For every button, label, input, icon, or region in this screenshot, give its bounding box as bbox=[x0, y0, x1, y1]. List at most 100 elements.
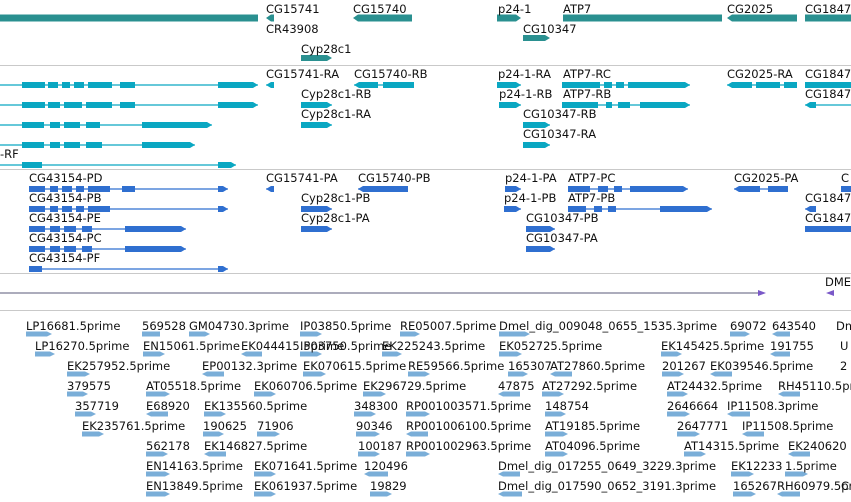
est-label[interactable]: AT27292.5prime bbox=[542, 379, 638, 393]
cds-model[interactable] bbox=[29, 206, 228, 212]
est-glyph[interactable] bbox=[146, 391, 170, 397]
feature-label[interactable]: CG2025-RA bbox=[727, 67, 793, 81]
feature-label[interactable]: ATP7-RB bbox=[563, 87, 612, 101]
est-label[interactable]: GM04730.3prime bbox=[189, 319, 289, 333]
exon-block[interactable] bbox=[562, 102, 598, 108]
cds-model[interactable] bbox=[301, 226, 332, 232]
exon-block[interactable] bbox=[86, 102, 112, 108]
exon-block[interactable] bbox=[50, 122, 60, 128]
exon-block[interactable] bbox=[86, 122, 100, 128]
est-glyph[interactable] bbox=[35, 351, 55, 357]
exon-block[interactable] bbox=[218, 82, 258, 88]
transcript-model[interactable] bbox=[805, 82, 851, 88]
exon-block[interactable] bbox=[594, 206, 602, 212]
exon-block[interactable] bbox=[562, 82, 600, 88]
est-glyph[interactable] bbox=[785, 471, 808, 477]
est-label[interactable]: AT14315.5prime bbox=[684, 439, 780, 453]
est-label[interactable]: Dmel_dig_017590_0652_3191.3prime bbox=[498, 479, 717, 493]
est-label[interactable]: EK061937.5prime bbox=[254, 479, 358, 493]
transcript-model[interactable] bbox=[354, 82, 414, 88]
feature-label[interactable]: CG43154-PE bbox=[29, 211, 101, 225]
exon-block[interactable] bbox=[523, 142, 550, 148]
feature-label[interactable]: p24-1-RB bbox=[499, 87, 553, 101]
est-label[interactable]: RH60979.5prime bbox=[777, 479, 851, 493]
cds-model[interactable] bbox=[358, 186, 408, 192]
est-glyph[interactable] bbox=[542, 391, 564, 397]
exon-block[interactable] bbox=[628, 82, 690, 88]
exon-block[interactable] bbox=[62, 82, 70, 88]
feature-label[interactable]: p24-1-PA bbox=[505, 171, 557, 185]
exon-block[interactable] bbox=[805, 102, 816, 108]
est-label[interactable]: AT04096.5prime bbox=[545, 439, 641, 453]
cds-model[interactable] bbox=[29, 186, 228, 192]
exon-block[interactable] bbox=[125, 246, 186, 252]
est-label[interactable]: 348300 bbox=[354, 399, 398, 413]
transcript-model[interactable] bbox=[0, 162, 236, 168]
cds-model[interactable] bbox=[526, 226, 555, 232]
exon-block[interactable] bbox=[29, 246, 45, 252]
est-label[interactable]: 47875 bbox=[498, 379, 535, 393]
est-glyph[interactable] bbox=[498, 391, 520, 397]
est-label[interactable]: Dmel_dig_017255_0649_3229.3prime bbox=[498, 459, 717, 473]
est-label[interactable]: EK235761.5prime bbox=[82, 419, 186, 433]
exon-block[interactable] bbox=[568, 206, 586, 212]
est-label[interactable]: EK240620 bbox=[788, 439, 847, 453]
est-glyph[interactable] bbox=[356, 431, 380, 437]
exon-block[interactable] bbox=[266, 82, 274, 88]
exon-block[interactable] bbox=[301, 102, 332, 108]
cds-model[interactable] bbox=[29, 266, 228, 272]
exon-block[interactable] bbox=[218, 162, 236, 168]
est-label[interactable]: EK296729.5prime bbox=[363, 379, 467, 393]
exon-block[interactable] bbox=[805, 206, 816, 212]
est-label[interactable]: 90346 bbox=[356, 419, 393, 433]
est-glyph[interactable] bbox=[82, 431, 104, 437]
est-label[interactable]: EK12233 bbox=[731, 459, 783, 473]
est-label[interactable]: IP03850.5prime bbox=[300, 319, 392, 333]
exon-block[interactable] bbox=[88, 206, 110, 212]
exon-block[interactable] bbox=[62, 206, 72, 212]
est-label[interactable]: 2 bbox=[840, 359, 848, 373]
est-glyph[interactable] bbox=[499, 351, 522, 357]
exon-block[interactable] bbox=[768, 186, 788, 192]
est-glyph[interactable] bbox=[364, 471, 388, 477]
est-label[interactable]: 569528 bbox=[142, 319, 186, 333]
exon-block[interactable] bbox=[497, 82, 521, 88]
est-glyph[interactable] bbox=[498, 471, 520, 477]
est-label[interactable]: EK135560.5prime bbox=[204, 399, 308, 413]
exon-block[interactable] bbox=[568, 186, 590, 192]
exon-block[interactable] bbox=[64, 142, 80, 148]
est-label[interactable]: RP001006100.5prime bbox=[406, 419, 532, 433]
feature-label[interactable]: CG10347-RA bbox=[523, 127, 597, 141]
exon-block[interactable] bbox=[50, 246, 60, 252]
exon-block[interactable] bbox=[122, 186, 135, 192]
exon-block[interactable] bbox=[29, 186, 45, 192]
exon-block[interactable] bbox=[608, 206, 616, 212]
exon-block[interactable] bbox=[383, 82, 414, 88]
cds-model[interactable] bbox=[841, 186, 851, 192]
feature-label[interactable]: ATP7 bbox=[563, 2, 592, 16]
est-glyph[interactable] bbox=[730, 331, 750, 337]
feature-label[interactable]: ATP7-RC bbox=[563, 67, 611, 81]
exon-block[interactable] bbox=[218, 206, 228, 212]
est-glyph[interactable] bbox=[254, 491, 276, 497]
exon-block[interactable] bbox=[301, 226, 332, 232]
est-label[interactable]: 120496 bbox=[364, 459, 408, 473]
feature-label[interactable]: CG15740-RB bbox=[354, 67, 428, 81]
est-glyph[interactable] bbox=[146, 451, 168, 457]
est-glyph[interactable] bbox=[677, 431, 700, 437]
exon-block[interactable] bbox=[614, 186, 622, 192]
exon-block[interactable] bbox=[86, 142, 102, 148]
exon-block[interactable] bbox=[727, 82, 752, 88]
feature-label[interactable]: -RF bbox=[0, 147, 19, 161]
est-glyph[interactable] bbox=[545, 411, 566, 417]
exon-block[interactable] bbox=[354, 82, 378, 88]
feature-label[interactable]: ATP7-PB bbox=[568, 191, 616, 205]
exon-block[interactable] bbox=[88, 82, 112, 88]
est-label[interactable]: EK060706.5prime bbox=[254, 379, 358, 393]
feature-label[interactable]: CG1847 bbox=[805, 211, 851, 225]
est-label[interactable]: LP16270.5prime bbox=[35, 339, 130, 353]
est-glyph[interactable] bbox=[777, 491, 800, 497]
cds-model[interactable] bbox=[734, 186, 788, 192]
feature-label[interactable]: Cyp28c1-RA bbox=[301, 107, 371, 121]
est-glyph[interactable] bbox=[241, 351, 262, 357]
